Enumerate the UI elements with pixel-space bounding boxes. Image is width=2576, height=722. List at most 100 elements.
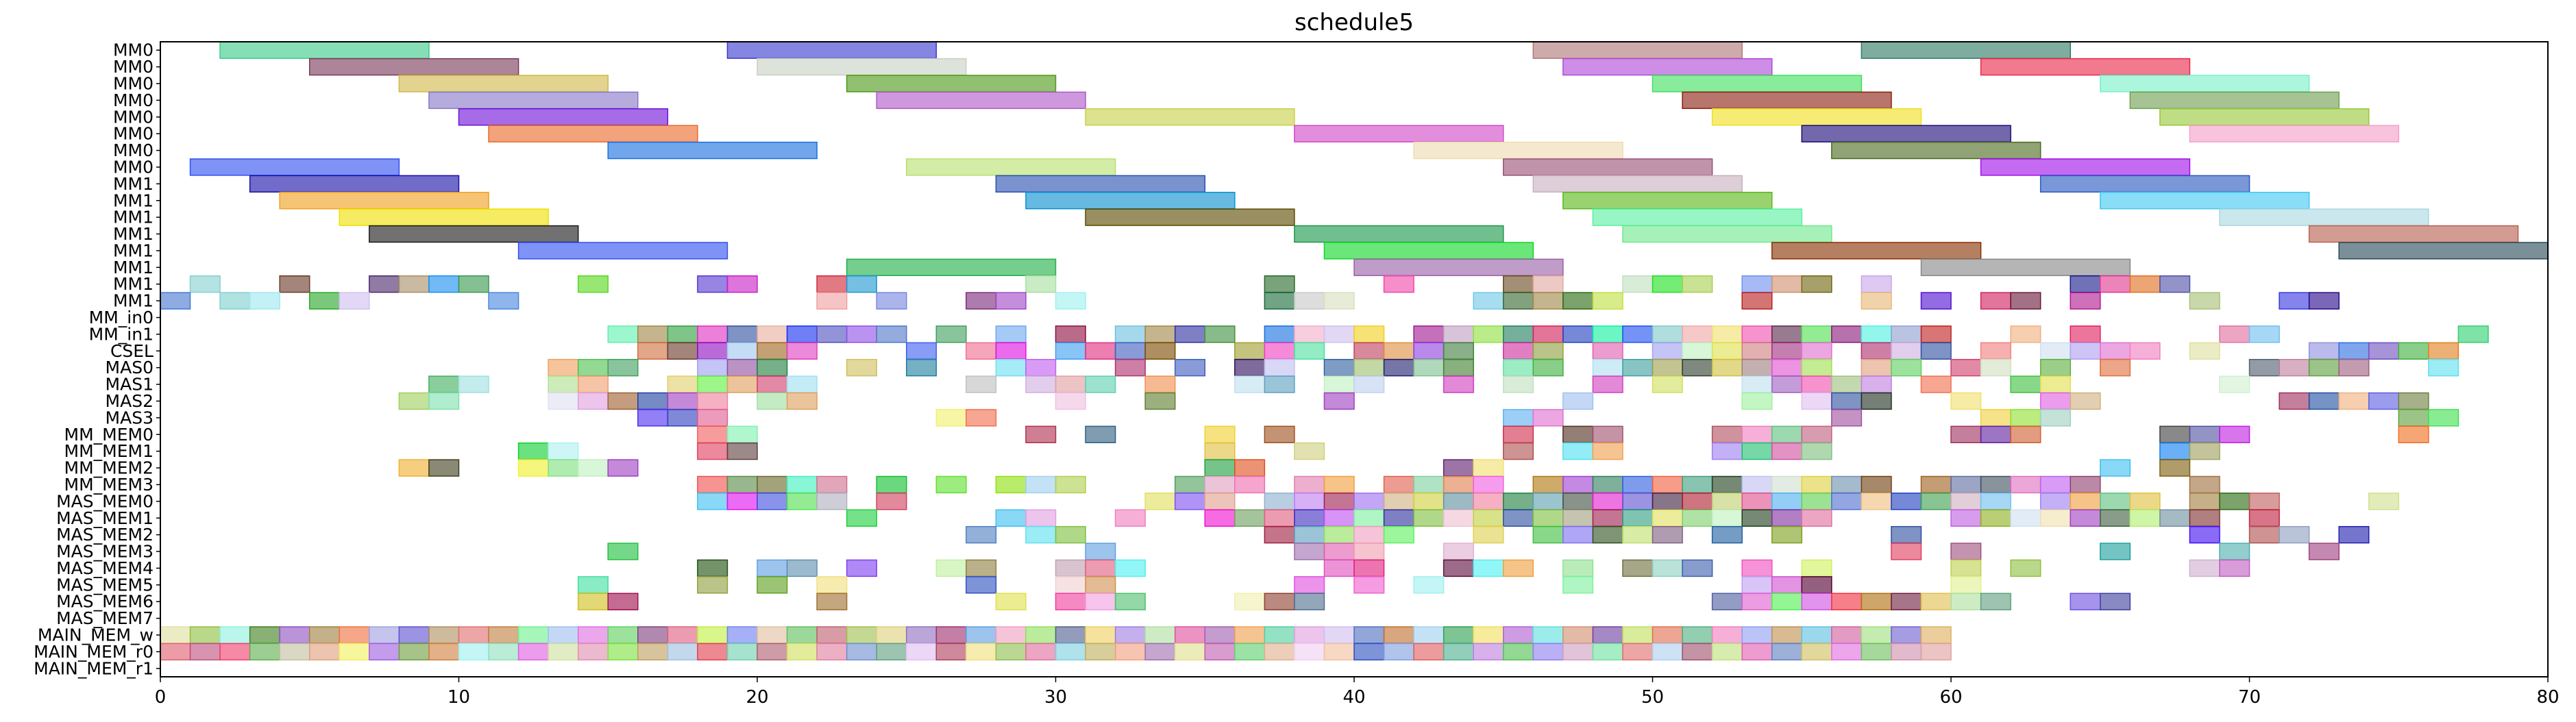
schedule-bar bbox=[1562, 192, 1773, 210]
schedule-bar bbox=[1741, 292, 1773, 310]
schedule-bar bbox=[1413, 626, 1445, 644]
schedule-bar bbox=[1323, 392, 1355, 410]
schedule-bar bbox=[1592, 493, 1623, 510]
schedule-bar bbox=[876, 626, 907, 644]
schedule-bar bbox=[2189, 559, 2220, 577]
schedule-bar bbox=[2100, 342, 2131, 360]
schedule-bar bbox=[279, 626, 310, 644]
schedule-bar bbox=[1920, 626, 1952, 644]
schedule-bar bbox=[1383, 509, 1414, 527]
schedule-bar bbox=[1055, 475, 1086, 494]
chart-title: schedule5 bbox=[1295, 9, 1414, 36]
schedule-bar bbox=[906, 158, 1116, 176]
schedule-bar bbox=[1413, 141, 1623, 160]
schedule-bar bbox=[1323, 292, 1355, 310]
schedule-bar bbox=[786, 626, 818, 644]
schedule-bar bbox=[1264, 358, 1295, 377]
schedule-bar bbox=[1234, 459, 1266, 477]
schedule-bar bbox=[995, 643, 1027, 661]
schedule-bar bbox=[1323, 358, 1355, 377]
schedule-bar bbox=[816, 275, 848, 293]
schedule-bar bbox=[1264, 325, 1295, 343]
schedule-bar bbox=[488, 626, 519, 644]
schedule-bar bbox=[1144, 493, 1176, 510]
schedule-bar bbox=[726, 275, 758, 293]
schedule-bar bbox=[876, 292, 907, 310]
schedule-bar bbox=[1383, 358, 1414, 377]
schedule-bar bbox=[577, 643, 609, 661]
schedule-bar bbox=[1741, 559, 1773, 577]
schedule-bar bbox=[1711, 342, 1743, 360]
schedule-bar bbox=[1831, 325, 1863, 343]
schedule-bar bbox=[1652, 325, 1683, 343]
schedule-bar bbox=[1741, 475, 1773, 494]
schedule-bar bbox=[697, 375, 728, 393]
schedule-bar bbox=[1473, 525, 1504, 544]
schedule-bar bbox=[1473, 626, 1504, 644]
schedule-bar bbox=[607, 325, 639, 343]
schedule-bar bbox=[876, 91, 1086, 110]
schedule-bar bbox=[995, 325, 1027, 343]
schedule-bar bbox=[1383, 643, 1414, 661]
schedule-bar bbox=[1085, 208, 1295, 226]
schedule-bar bbox=[1831, 643, 1863, 661]
schedule-bar bbox=[309, 58, 519, 76]
schedule-bar bbox=[1085, 425, 1116, 443]
y-tick-label: MM0 bbox=[113, 40, 154, 60]
schedule-bar bbox=[1264, 493, 1295, 510]
schedule-bar bbox=[1950, 358, 1982, 377]
schedule-bar bbox=[2039, 493, 2071, 510]
schedule-bar bbox=[309, 292, 341, 310]
schedule-bar bbox=[876, 493, 907, 510]
schedule-bar bbox=[1144, 392, 1176, 410]
schedule-bar bbox=[2398, 409, 2429, 427]
schedule-bar bbox=[1443, 559, 1474, 577]
schedule-bar bbox=[1652, 342, 1683, 360]
schedule-bar bbox=[1741, 593, 1773, 610]
schedule-bar bbox=[1801, 275, 1832, 293]
schedule-bar bbox=[1562, 58, 1773, 76]
schedule-bar bbox=[1950, 559, 1982, 577]
schedule-bar bbox=[577, 593, 609, 610]
schedule-bar bbox=[2398, 425, 2429, 443]
schedule-bar bbox=[1503, 509, 1534, 527]
schedule-bar bbox=[1085, 375, 1116, 393]
schedule-bar bbox=[1801, 576, 1832, 594]
schedule-bar bbox=[1920, 593, 1952, 610]
schedule-bar bbox=[1980, 158, 2191, 176]
schedule-bar bbox=[1771, 626, 1802, 644]
schedule-bar bbox=[697, 409, 728, 427]
schedule-bar bbox=[1264, 375, 1295, 393]
y-tick-label: MM0 bbox=[113, 124, 154, 144]
schedule-bar bbox=[2159, 425, 2191, 443]
schedule-bar bbox=[1562, 442, 1594, 460]
schedule-bar bbox=[1741, 358, 1773, 377]
schedule-bar bbox=[816, 475, 848, 494]
schedule-bar bbox=[667, 392, 698, 410]
schedule-bar bbox=[517, 442, 549, 460]
x-tick-label: 30 bbox=[1044, 687, 1067, 708]
schedule-bar bbox=[2219, 543, 2250, 560]
schedule-bar bbox=[1980, 475, 2011, 494]
schedule-bar bbox=[1920, 475, 1952, 494]
schedule-bar bbox=[1025, 475, 1057, 494]
schedule-bar bbox=[458, 643, 489, 661]
schedule-bar bbox=[935, 475, 967, 494]
schedule-bar bbox=[1652, 493, 1683, 510]
schedule-bar bbox=[1114, 342, 1146, 360]
schedule-bar bbox=[2368, 342, 2399, 360]
schedule-bar bbox=[2308, 225, 2519, 243]
schedule-bar bbox=[2100, 275, 2131, 293]
schedule-bar bbox=[2039, 409, 2071, 427]
schedule-bar bbox=[2189, 475, 2220, 494]
schedule-bar bbox=[517, 626, 549, 644]
schedule-bar bbox=[2159, 108, 2370, 126]
schedule-bar bbox=[786, 643, 818, 661]
schedule-bar bbox=[1980, 409, 2011, 427]
schedule-bar bbox=[1562, 392, 1594, 410]
schedule-bar bbox=[1652, 275, 1683, 293]
schedule-bar bbox=[1741, 375, 1773, 393]
schedule-bar bbox=[517, 242, 728, 260]
schedule-bar bbox=[398, 459, 430, 477]
schedule-bar bbox=[1741, 576, 1773, 594]
